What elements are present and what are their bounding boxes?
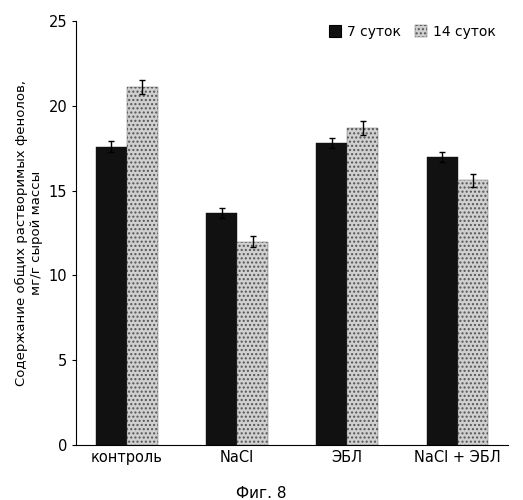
Bar (96, 146, 127, 445)
Bar (127, 87, 158, 445)
Text: Фиг. 8: Фиг. 8 (236, 486, 287, 500)
Bar (458, 180, 488, 445)
Bar (206, 212, 237, 445)
Bar (347, 128, 378, 445)
Y-axis label: Содержание общих растворимых фенолов,
мг/г сырой массы: Содержание общих растворимых фенолов, мг… (15, 80, 43, 386)
Bar (427, 156, 458, 445)
Bar (237, 242, 268, 445)
Legend: 7 суток, 14 суток: 7 суток, 14 суток (323, 20, 501, 44)
Bar (316, 143, 347, 445)
